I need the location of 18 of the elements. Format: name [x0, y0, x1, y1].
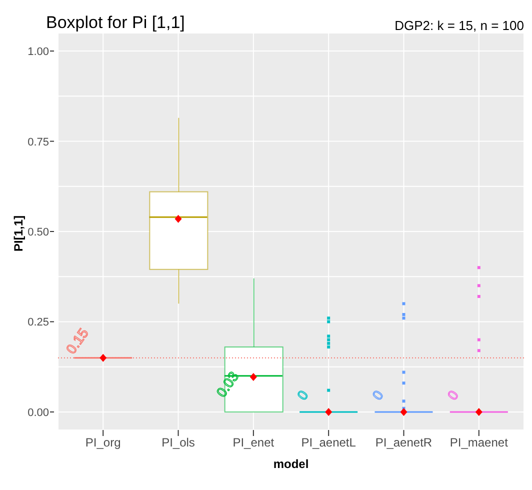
x-tick-label: PI_aenetR [375, 436, 432, 450]
annotation: 0 [368, 387, 387, 403]
y-tick-label: 0.25 [28, 316, 49, 329]
annotation: 0 [444, 387, 462, 403]
x-tick-label: PI_maenet [450, 436, 509, 450]
y-axis-title: PI[1,1] [11, 215, 26, 252]
x-tick-label: PI_enet [232, 436, 275, 450]
chart-title: Boxplot for Pi [1,1] [46, 13, 185, 33]
y-tick-label: 0.50 [28, 226, 49, 238]
y-tick-label: 1.00 [28, 46, 49, 58]
annotation: 0 [294, 387, 312, 403]
y-tick-label: 0.75 [28, 136, 49, 148]
x-axis-title: model [273, 457, 309, 471]
chart-subtitle: DGP2: k = 15, n = 100 [394, 18, 524, 33]
y-tick-label: 0.00 [28, 406, 49, 419]
x-tick-label: PI_aenetL [301, 436, 356, 450]
x-tick-label: PI_ols [162, 436, 195, 450]
x-tick-label: PI_org [85, 436, 121, 450]
